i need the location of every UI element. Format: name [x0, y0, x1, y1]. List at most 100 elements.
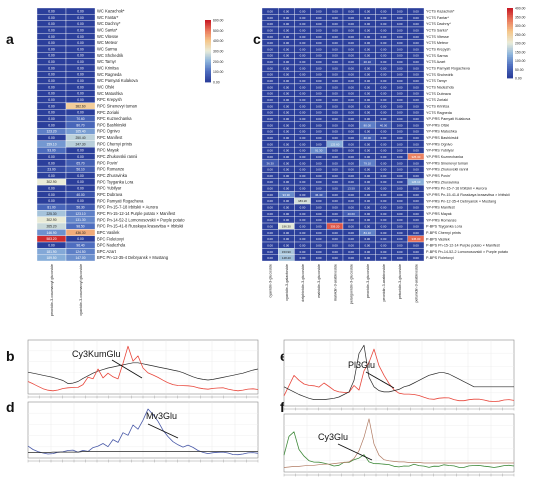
cell-value: 0.00 — [267, 168, 273, 172]
cell-value: 0.00 — [381, 117, 387, 121]
cell-value: 84.10 — [364, 231, 372, 235]
cell-value: 0.00 — [413, 193, 419, 197]
cell-value: 0.00 — [300, 92, 306, 96]
row-label: WC Ofski — [97, 84, 114, 89]
cell-value: 0.00 — [283, 168, 289, 172]
cell-value: 0.00 — [77, 180, 84, 184]
cell-value: 196.30 — [282, 225, 291, 229]
cell-value: 0.00 — [381, 111, 387, 115]
cell-value: 0.00 — [316, 225, 322, 229]
legend-swatch — [205, 20, 211, 22]
cell-value: 0.00 — [332, 206, 338, 210]
cell-value: 0.00 — [316, 237, 322, 241]
cell-value: 0.00 — [413, 54, 419, 58]
cell-value: 0.00 — [397, 168, 403, 172]
cell-value: 0.00 — [332, 22, 338, 26]
cell-value: 0.00 — [267, 206, 273, 210]
legend-tick: 400.00 — [515, 7, 525, 11]
row-label: RPC Tsyganka Lora — [97, 179, 134, 184]
cell-value: 0.00 — [364, 98, 370, 102]
cell-value: 0.00 — [48, 199, 55, 203]
cell-value: 0.00 — [364, 206, 370, 210]
legend-swatch — [507, 51, 513, 54]
chromatogram-d: Mv3Glu — [27, 401, 259, 463]
cell-value: 0.00 — [397, 243, 403, 247]
legend-swatch — [507, 8, 513, 11]
peak-annotation: Pl3Glu — [348, 360, 375, 370]
cell-value: 0.00 — [267, 117, 273, 121]
cell-value: 0.00 — [316, 123, 322, 127]
cell-value: 0.00 — [332, 104, 338, 108]
cell-value: 0.00 — [267, 212, 273, 216]
cell-value: 153.90 — [282, 250, 291, 254]
cell-value: 0.00 — [332, 161, 338, 165]
cell-value: 0.00 — [332, 111, 338, 115]
row-label: YCTS Krepysh — [426, 48, 450, 52]
row-label: YCTS Zoriaki — [426, 98, 448, 102]
cell-value: 0.00 — [283, 136, 289, 140]
row-label: YCTS Kazachok* — [426, 10, 455, 14]
cell-value: 0.00 — [283, 9, 289, 13]
row-label: RPC Yubilyar — [97, 186, 122, 191]
cell-value: 0.00 — [381, 35, 387, 39]
legend-swatch — [205, 69, 211, 72]
cell-value: 0.00 — [300, 212, 306, 216]
row-label: WC Fantar* — [97, 15, 119, 20]
cell-value: 0.00 — [397, 256, 403, 260]
column-label: peonidin-3-glucoside — [366, 264, 370, 298]
row-label: P-BPS Pn-15-12-14 Purple potato × Manife… — [426, 244, 500, 248]
chromatogram-b: Cy3KumGlu — [27, 339, 259, 399]
cell-value: 0.00 — [364, 250, 370, 254]
legend-swatch — [205, 33, 211, 36]
row-label: WC Matushka — [97, 91, 123, 96]
cell-value: 0.00 — [332, 117, 338, 121]
row-label: YCTS Azart — [426, 60, 445, 64]
cell-value: 0.00 — [332, 155, 338, 159]
cell-value: 0.00 — [364, 155, 370, 159]
cell-value: 0.00 — [300, 47, 306, 51]
legend-swatch — [507, 18, 513, 21]
cell-value: 0.00 — [348, 155, 354, 159]
column-label: petunidin-3-arabinoside — [414, 264, 418, 303]
cell-value: 0.00 — [283, 155, 289, 159]
cell-value: 0.00 — [348, 28, 354, 32]
row-label: YCTS Nadezhda — [426, 85, 455, 89]
legend-swatch — [507, 27, 513, 30]
cell-value: 265.20 — [46, 225, 56, 229]
cell-value: 79.10 — [364, 161, 372, 165]
cell-value: 0.00 — [348, 218, 354, 222]
legend-swatch — [205, 46, 211, 49]
cell-value: 0.00 — [397, 237, 403, 241]
chromatogram-e: Pl3Glu — [283, 339, 515, 411]
legend-swatch — [507, 9, 513, 12]
cell-value: 0.00 — [332, 73, 338, 77]
cell-value: 0.00 — [267, 250, 273, 254]
cell-value: 0.00 — [300, 161, 306, 165]
row-label: YP-PRS Sinenevyi tuman — [426, 161, 468, 165]
cell-value: 0.00 — [381, 60, 387, 64]
legend-swatch — [205, 43, 211, 46]
cell-value: 0.00 — [381, 199, 387, 203]
legend-swatch — [507, 25, 513, 28]
column-label: malvidin-3-glucoside — [317, 264, 321, 298]
cell-value: 0.00 — [48, 98, 55, 102]
annotation-arrow — [365, 371, 395, 389]
row-label: YP-PRS Yubilyar — [426, 149, 455, 153]
row-label: P-BPS Pn-14-52-2 Lomonosovskii × Purple … — [426, 250, 508, 254]
row-label: BPC Pn-12-35-4 Debryansk × Mustang — [97, 255, 169, 260]
cell-value: 0.00 — [364, 54, 370, 58]
cell-value: 0.00 — [381, 174, 387, 178]
cell-value: 0.00 — [348, 256, 354, 260]
cell-value: 0.00 — [316, 168, 322, 172]
legend-swatch — [507, 44, 513, 47]
cell-value: 0.00 — [413, 73, 419, 77]
cell-value: 0.00 — [364, 187, 370, 191]
legend-swatch — [205, 51, 211, 53]
cell-value: 0.00 — [413, 199, 419, 203]
cell-value: 0.00 — [381, 187, 387, 191]
cell-value: 325.30 — [411, 155, 420, 159]
cell-value: 0.00 — [413, 16, 419, 20]
cell-value: 0.00 — [364, 243, 370, 247]
cell-value: 0.00 — [300, 117, 306, 121]
cell-value: 0.00 — [267, 218, 273, 222]
